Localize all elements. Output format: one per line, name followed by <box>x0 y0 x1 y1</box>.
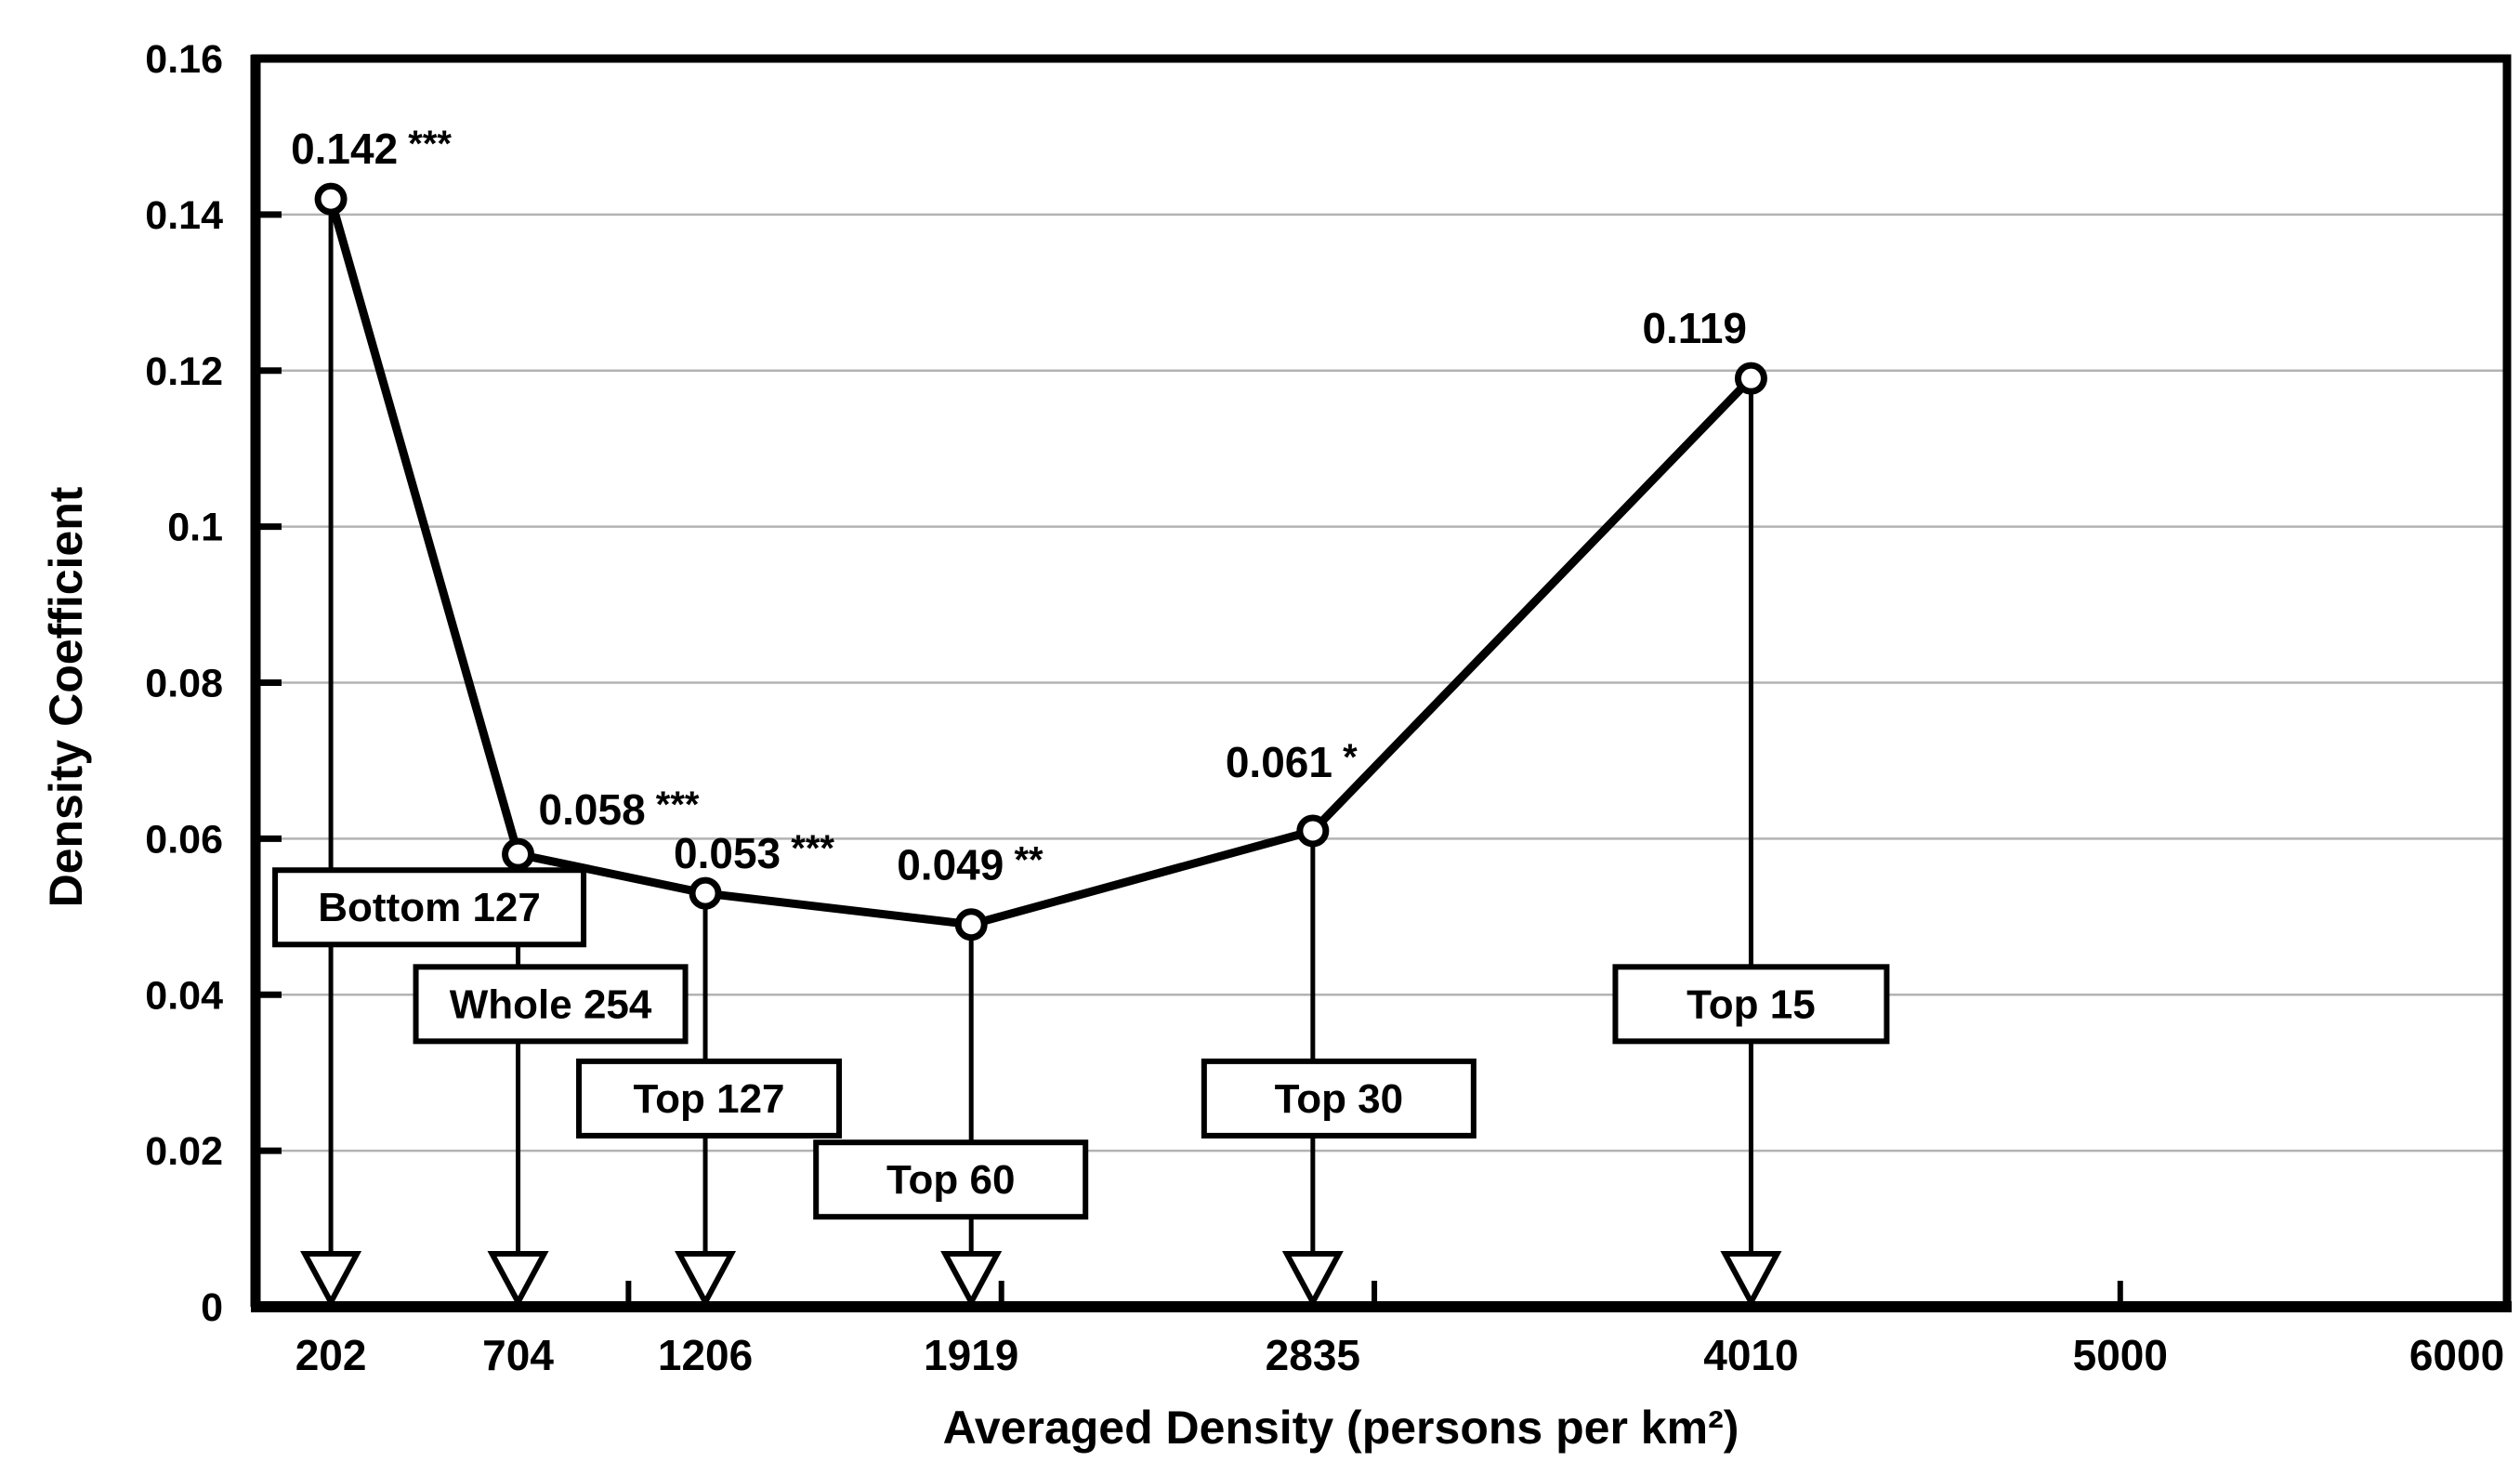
y-tick-label: 0.14 <box>145 193 223 238</box>
y-tick-label: 0.08 <box>145 662 223 706</box>
significance-stars: *** <box>646 784 700 825</box>
down-arrowhead-icon <box>675 1251 737 1309</box>
x-tick-label: 1206 <box>658 1331 753 1379</box>
y-tick-label: 0.16 <box>145 37 223 82</box>
data-point-marker <box>314 182 348 216</box>
annotation-label: Top 30 <box>1275 1076 1404 1122</box>
data-point-marker <box>502 837 535 871</box>
significance-stars: ** <box>1004 840 1043 881</box>
x-tick-label: 704 <box>482 1331 554 1379</box>
data-point-marker <box>954 908 988 942</box>
annotation-label: Top 127 <box>634 1076 785 1122</box>
data-point-marker <box>689 876 722 910</box>
data-point-marker <box>1734 362 1767 395</box>
y-tick-label: 0.06 <box>145 817 223 862</box>
annotation-label: Top 15 <box>1687 981 1816 1027</box>
x-tick-label: 4010 <box>1703 1331 1798 1379</box>
annotation-box <box>813 1139 1089 1220</box>
annotation-box <box>1612 964 1890 1045</box>
down-arrowhead-icon <box>1720 1251 1782 1309</box>
y-tick-label: 0.12 <box>145 349 223 394</box>
x-tick-label: 6000 <box>2409 1331 2504 1379</box>
down-arrowhead-icon <box>487 1251 549 1309</box>
y-tick-label: 0.04 <box>145 973 223 1018</box>
annotation-label: Bottom 127 <box>318 885 541 930</box>
annotation-box <box>413 964 689 1045</box>
value-label: 0.142 *** <box>291 124 452 173</box>
annotation-label: Top 60 <box>886 1157 1016 1203</box>
y-tick-label: 0 <box>201 1285 223 1330</box>
series-line <box>326 197 1754 929</box>
annotation-box <box>272 867 587 948</box>
annotation-box <box>576 1058 843 1139</box>
x-tick-label: 5000 <box>2073 1331 2168 1379</box>
x-tick-label: 202 <box>295 1331 367 1379</box>
annotation-label: Whole 254 <box>450 981 652 1027</box>
significance-stars: * <box>1332 737 1358 778</box>
y-tick-label: 0.02 <box>145 1129 223 1174</box>
y-tick-label: 0.1 <box>167 506 223 550</box>
significance-stars: *** <box>398 124 452 165</box>
x-tick-label: 1919 <box>924 1331 1018 1379</box>
x-axis-title: Averaged Density (persons per km²) <box>943 1402 1739 1454</box>
down-arrowhead-icon <box>940 1251 1003 1309</box>
significance-stars: *** <box>781 828 834 869</box>
data-point-marker <box>1296 814 1330 848</box>
annotation-box <box>1201 1058 1477 1139</box>
down-arrowhead-icon <box>300 1251 362 1309</box>
y-axis-title: Density Coefficient <box>40 486 92 907</box>
value-label: 0.119 <box>1642 304 1747 352</box>
x-tick-label: 2835 <box>1266 1331 1360 1379</box>
down-arrowhead-icon <box>1281 1251 1344 1309</box>
